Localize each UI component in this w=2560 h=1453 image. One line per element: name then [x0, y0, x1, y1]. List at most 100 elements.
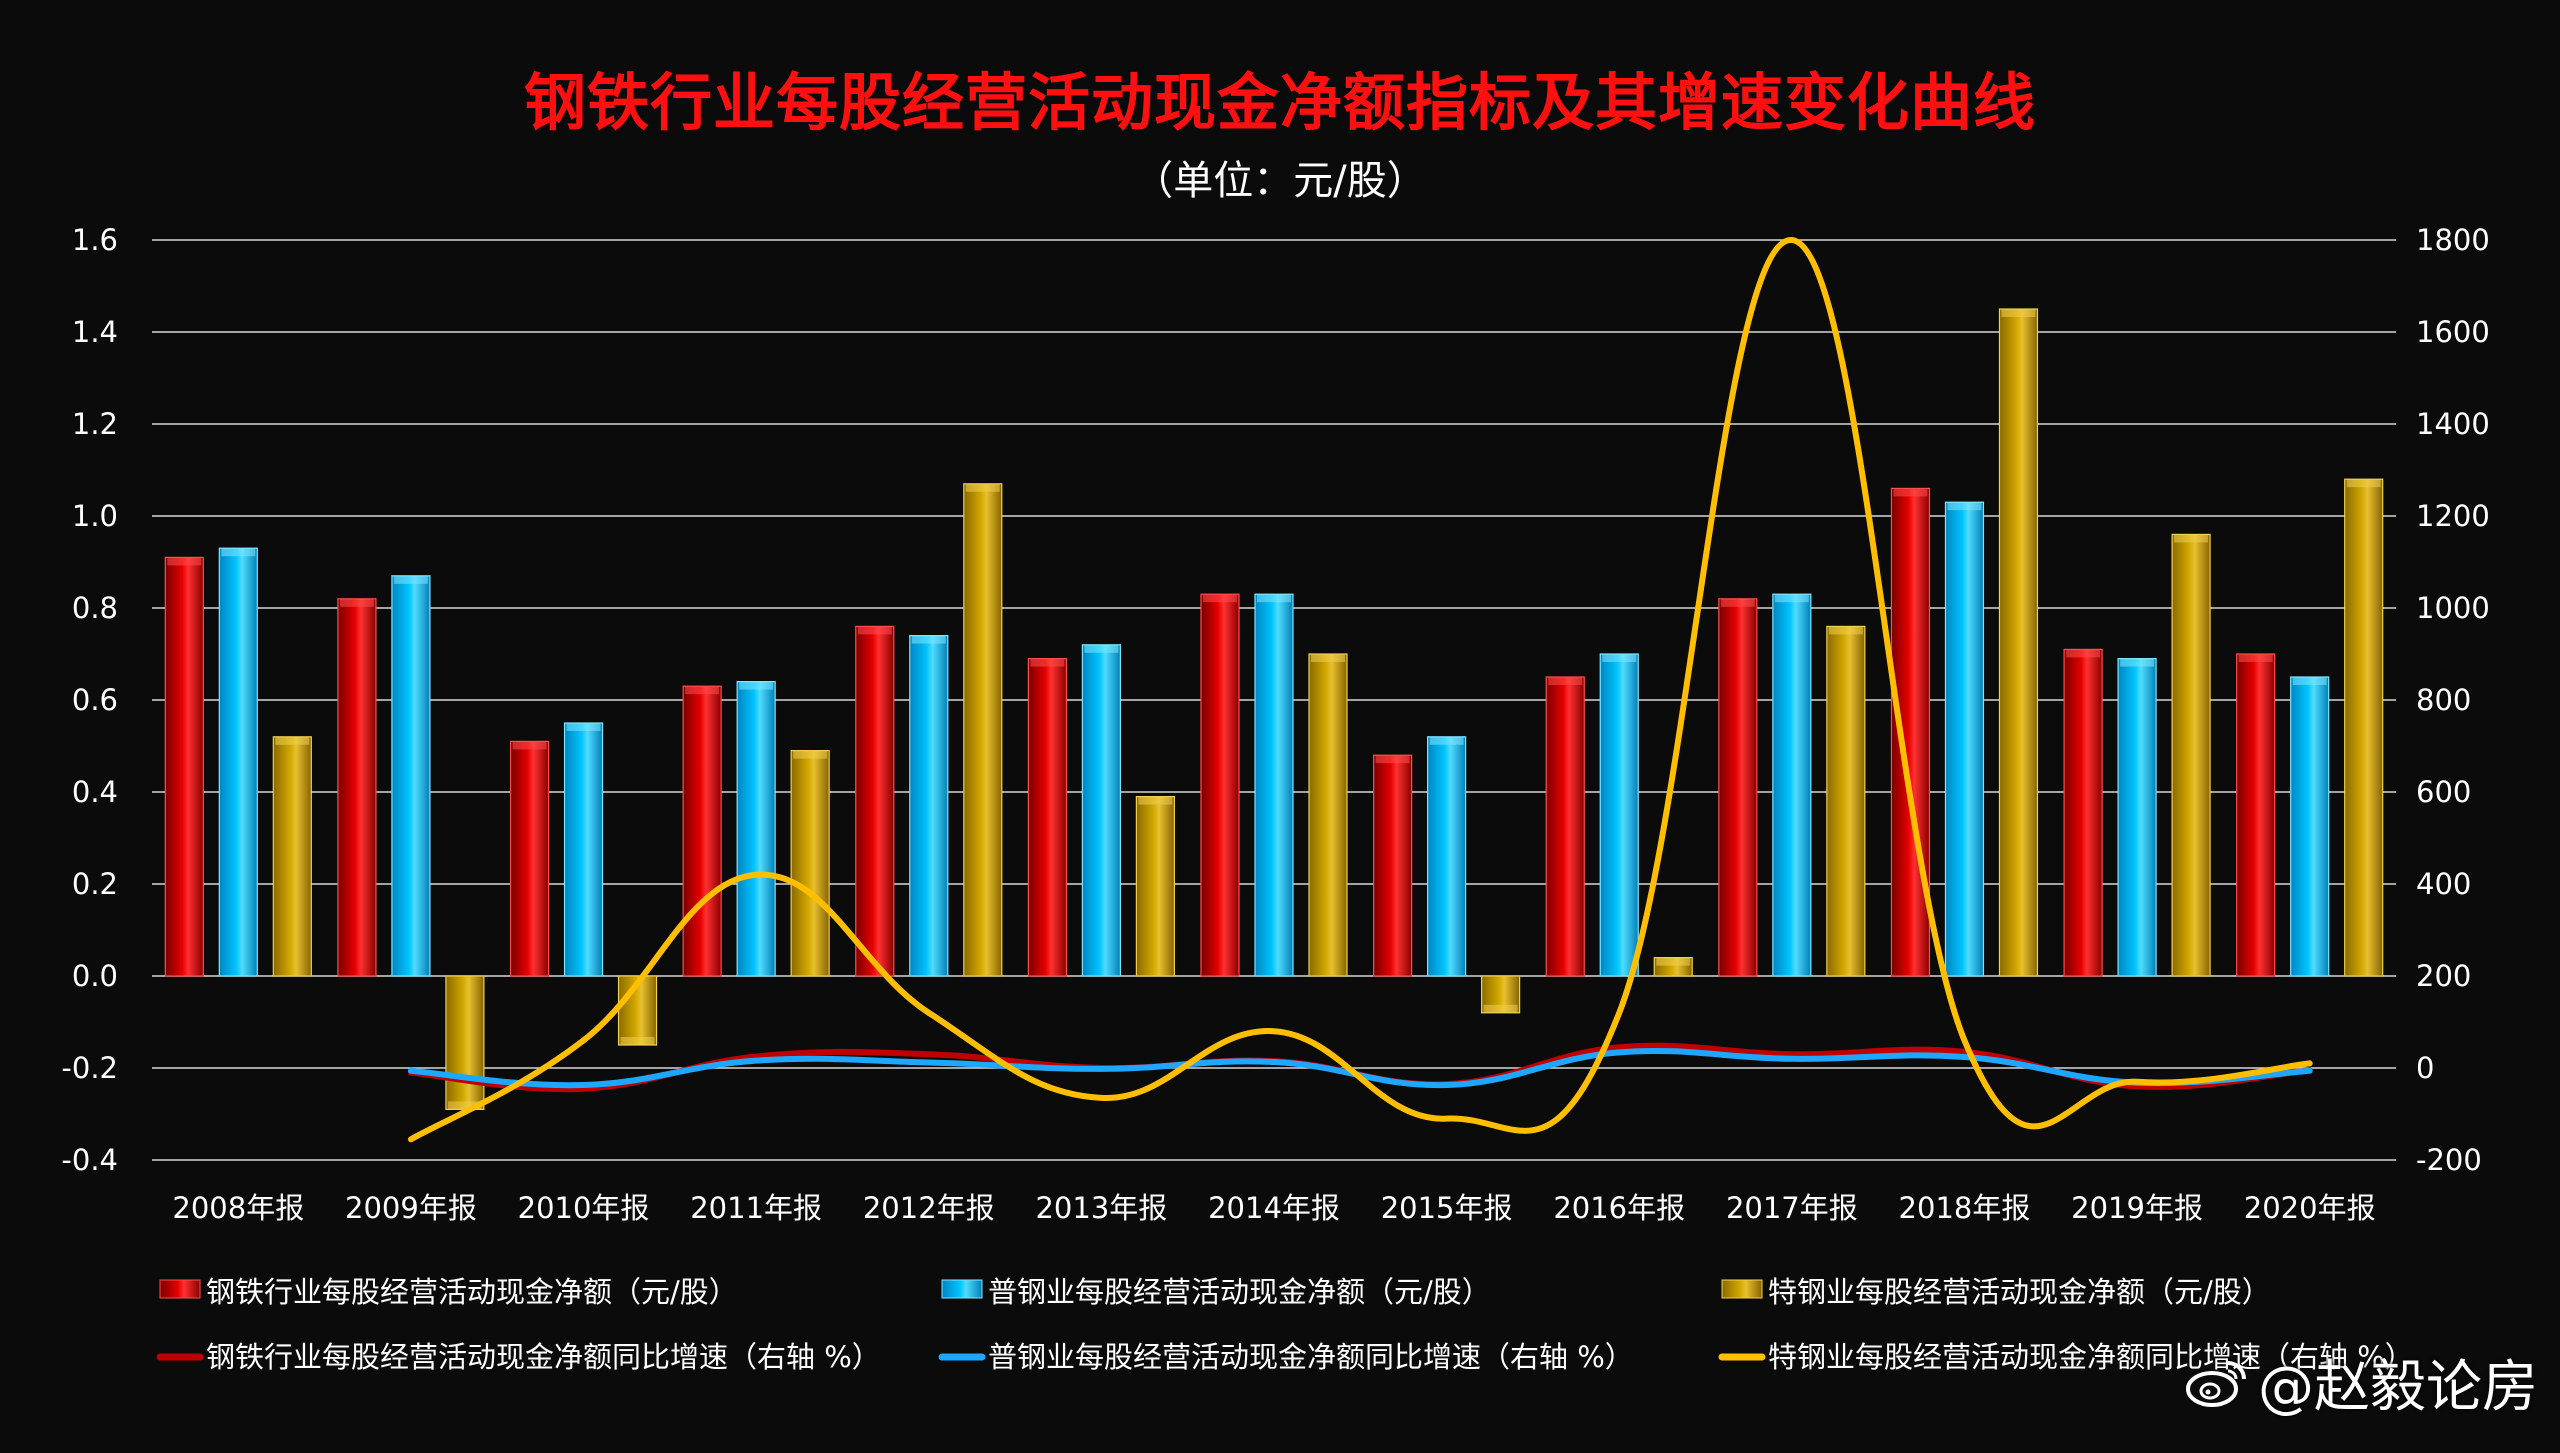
bar-steel [1027, 657, 1067, 977]
right-tick-label: 200 [2416, 959, 2471, 993]
legend-label: 特钢业每股经营活动现金净额（元/股） [1768, 1275, 2271, 1309]
left-tick-label: 0.0 [72, 959, 118, 993]
bar-cap [965, 483, 1000, 492]
bar-cap [393, 575, 428, 584]
bar-common [391, 575, 431, 977]
bar-common [2290, 676, 2330, 977]
bar-cap [1257, 594, 1291, 603]
bar-common [1427, 736, 1467, 977]
bar-cap [339, 598, 374, 607]
bar-special [1308, 653, 1348, 977]
bar-cap [1548, 677, 1583, 685]
right-tick-label: 0 [2416, 1051, 2434, 1085]
right-tick-label: 400 [2416, 867, 2471, 901]
line-line_special [407, 236, 2313, 1143]
bar-cap [911, 635, 946, 644]
legend-swatch-special [1721, 1279, 1763, 1299]
bar-common [1599, 653, 1639, 977]
bar-cap [2174, 534, 2209, 543]
bar-cap [566, 723, 601, 731]
bar-special [1998, 308, 2039, 977]
category-label: 2020年报 [2244, 1191, 2376, 1225]
left-tick-label: 0.8 [72, 591, 118, 625]
bar-cap [2001, 309, 2036, 317]
right-tick-label: 800 [2416, 683, 2471, 717]
right-tick-label: 600 [2416, 775, 2471, 809]
bar-steel [2236, 653, 2276, 977]
legend-label: 特钢业每股经营活动现金净额同比增速（右轴 %） [1768, 1340, 2414, 1374]
bar-cap [1893, 488, 1928, 497]
bar-common [218, 547, 258, 977]
right-tick-label: -200 [2416, 1143, 2482, 1177]
bar-common [1081, 644, 1121, 977]
growth-lines [407, 236, 2313, 1143]
bar-special [272, 736, 312, 977]
bar-special [1826, 625, 1866, 977]
bar-cap [1030, 658, 1065, 667]
bar-steel [337, 598, 377, 977]
bar-common [736, 680, 776, 977]
bar-common [1772, 593, 1812, 977]
bar-cap [685, 686, 720, 695]
bar-cap [1656, 957, 1691, 966]
bar-common [909, 634, 949, 977]
bar-common [2117, 657, 2157, 977]
left-tick-label: 0.6 [72, 683, 118, 717]
bar-cap [221, 548, 256, 557]
category-label: 2019年报 [2071, 1191, 2203, 1225]
legend-label: 钢铁行业每股经营活动现金净额同比增速（右轴 %） [206, 1340, 881, 1374]
bar-steel [509, 740, 550, 977]
left-tick-label: -0.2 [61, 1051, 118, 1085]
bar-cap [2120, 658, 2155, 667]
weibo-logo-icon [2186, 1360, 2246, 1407]
x-axis-categories: 2008年报 2009年报 2010年报 2011年报 2012年报 2013年报 2014… [172, 1191, 2375, 1225]
left-tick-label: 1.6 [72, 223, 118, 257]
bar-cap [1602, 654, 1637, 662]
bar-cap [1720, 598, 1755, 607]
bar-common [1254, 593, 1294, 977]
legend-swatch-common [941, 1279, 983, 1299]
bar-cap [793, 750, 828, 759]
bar-steel [682, 685, 722, 977]
chart-subtitle: （单位：元/股） [1133, 158, 1427, 204]
bar-cap [620, 1037, 655, 1045]
bar-steel [164, 556, 204, 977]
bar-special [2344, 478, 2384, 977]
right-tick-label: 1800 [2416, 223, 2490, 257]
bar-cap [739, 681, 774, 690]
left-tick-label: 1.0 [72, 499, 118, 533]
left-tick-label: 0.4 [72, 775, 118, 809]
bar-cap [275, 736, 310, 745]
category-label: 2009年报 [345, 1191, 477, 1225]
category-label: 2014年报 [1208, 1191, 1340, 1225]
bar-cap [1375, 755, 1410, 764]
bar-steel [855, 625, 895, 977]
bar-special [2171, 533, 2211, 977]
left-axis: -0.4 -0.2 0.0 0.2 0.4 0.6 0.8 1.0 1.2 1.4 1.6 [61, 223, 118, 1177]
bar-common [1944, 501, 1985, 977]
bar-steel [2063, 648, 2103, 977]
left-tick-label: 1.2 [72, 407, 118, 441]
right-tick-label: 1200 [2416, 499, 2490, 533]
bar-special [445, 975, 485, 1110]
legend-label: 普钢业每股经营活动现金净额（元/股） [988, 1275, 1491, 1309]
bar-cap [2346, 479, 2381, 488]
right-tick-label: 1600 [2416, 315, 2490, 349]
category-label: 2012年报 [863, 1191, 995, 1225]
legend-label: 钢铁行业每股经营活动现金净额（元/股） [206, 1275, 738, 1309]
category-label: 2017年报 [1726, 1191, 1858, 1225]
bar-steel [1200, 593, 1240, 977]
left-tick-label: 0.2 [72, 867, 118, 901]
watermark: @赵毅论房 [2184, 1342, 2538, 1423]
bar-cap [447, 1101, 482, 1110]
bar-special [790, 749, 830, 977]
bar-cap [1429, 736, 1464, 745]
bar-cap [857, 626, 892, 635]
bar-cap [1311, 654, 1345, 662]
category-label: 2018年报 [1899, 1191, 2031, 1225]
right-tick-label: 1000 [2416, 591, 2490, 625]
legend: 钢铁行业每股经营活动现金净额（元/股） 普钢业每股经营活动现金净额（元/股） 特钢业… [156, 1275, 2414, 1374]
legend-swatch-steel [159, 1279, 201, 1299]
chart-title: 钢铁行业每股经营活动现金净额指标及其增速变化曲线 [523, 66, 2036, 139]
